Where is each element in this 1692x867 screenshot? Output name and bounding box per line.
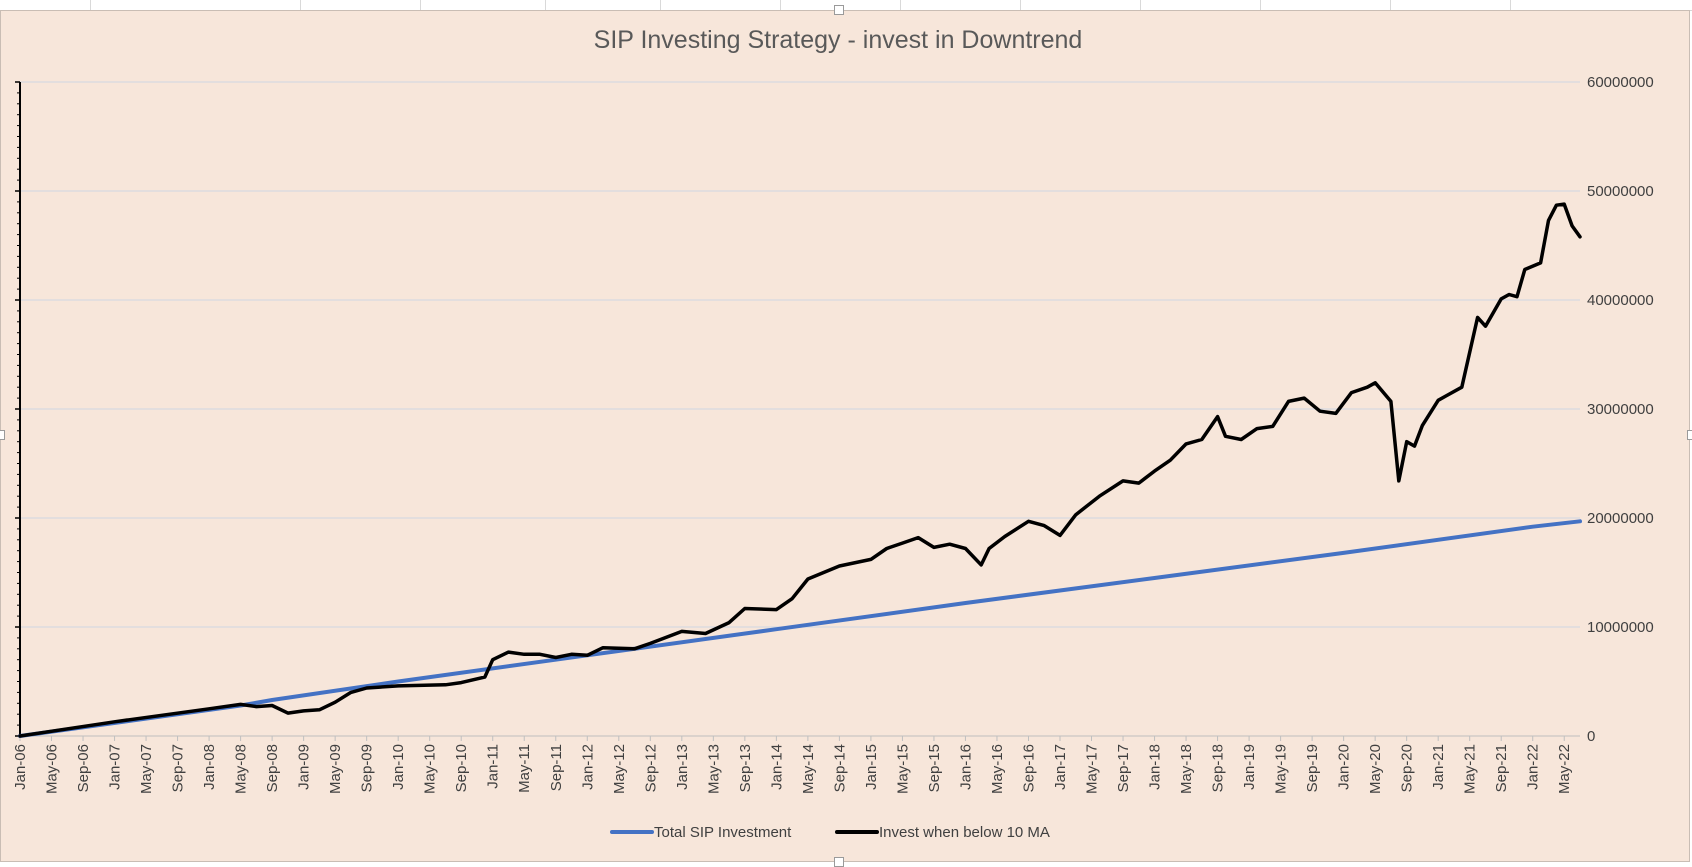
x-tick-label: Jan-20 <box>1336 744 1353 790</box>
y-tick-label: 0 <box>1587 728 1595 745</box>
x-tick-label: May-16 <box>989 744 1006 794</box>
x-tick-label: Jan-19 <box>1241 744 1258 790</box>
x-tick-label: May-19 <box>1273 744 1290 794</box>
x-tick-label: May-09 <box>327 744 344 794</box>
y-tick-label: 60000000 <box>1587 74 1654 91</box>
legend: Total SIP Investment Invest when below 10… <box>610 824 1050 841</box>
x-tick-label: Sep-13 <box>737 744 754 792</box>
x-tick-label: Jan-13 <box>674 744 691 790</box>
x-tick-label: May-12 <box>611 744 628 794</box>
resize-handle-bottom[interactable] <box>834 857 844 867</box>
x-tick-label: Jan-18 <box>1147 744 1164 790</box>
x-tick-label: Sep-09 <box>359 744 376 792</box>
x-tick-label: Jan-15 <box>863 744 880 790</box>
gridlines <box>20 81 1580 628</box>
x-tick-label: May-06 <box>44 744 61 794</box>
y-tick-label: 40000000 <box>1587 292 1654 309</box>
chart-title: SIP Investing Strategy - invest in Downt… <box>594 26 1083 54</box>
x-tick-label: Jan-14 <box>768 744 785 790</box>
x-tick-label: Sep-21 <box>1493 744 1510 792</box>
x-tick-label: May-18 <box>1178 744 1195 794</box>
x-tick-label: Sep-20 <box>1399 744 1416 792</box>
resize-handle-left[interactable] <box>0 430 5 440</box>
x-tick-label: Sep-17 <box>1115 744 1132 792</box>
x-tick-label: May-10 <box>422 744 439 794</box>
series-lines <box>18 202 1582 738</box>
x-tick-label: Jan-07 <box>107 744 124 790</box>
x-tick-label: Jan-11 <box>485 744 502 789</box>
x-tick-label: Jan-16 <box>957 744 974 790</box>
total-sip-investment-line <box>18 519 1582 738</box>
x-tick-label: May-07 <box>138 744 155 794</box>
x-tick-label: May-15 <box>894 744 911 794</box>
x-tick-label: Sep-19 <box>1304 744 1321 792</box>
x-tick-label: May-14 <box>800 744 817 794</box>
x-tick-label: May-13 <box>705 744 722 794</box>
x-tick-label: Jan-08 <box>201 744 218 790</box>
x-tick-label: Jan-17 <box>1052 744 1069 790</box>
chart-area[interactable] <box>0 10 1690 862</box>
x-tick-label: Jan-09 <box>296 744 313 790</box>
x-tick-label: Jan-21 <box>1430 744 1447 790</box>
x-tick-label: Sep-15 <box>926 744 943 792</box>
x-tick-label: May-11 <box>516 744 533 793</box>
x-tick-label: Jan-06 <box>12 744 29 790</box>
legend-label: Invest when below 10 MA <box>879 824 1050 841</box>
y-tick-label: 50000000 <box>1587 183 1654 200</box>
x-tick-label: May-21 <box>1462 744 1479 794</box>
x-tick-label: Sep-08 <box>264 744 281 792</box>
x-tick-label: Sep-18 <box>1210 744 1227 792</box>
x-tick-label: May-17 <box>1084 744 1101 794</box>
legend-label: Total SIP Investment <box>654 824 792 841</box>
x-tick-label: May-22 <box>1556 744 1573 794</box>
x-tick-label: Jan-12 <box>579 744 596 790</box>
invest-below-10ma-line <box>18 202 1582 738</box>
line-chart: SIP Investing Strategy - invest in Downt… <box>12 26 1654 841</box>
x-tick-label: Jan-10 <box>390 744 407 790</box>
y-tick-label: 20000000 <box>1587 510 1654 527</box>
x-tick-label: May-20 <box>1367 744 1384 794</box>
x-tick-label: May-08 <box>233 744 250 794</box>
resize-handle-top[interactable] <box>834 5 844 15</box>
x-tick-label: Sep-12 <box>642 744 659 792</box>
x-tick-label: Sep-06 <box>75 744 92 792</box>
x-tick-label: Jan-22 <box>1525 744 1542 790</box>
y-tick-label: 30000000 <box>1587 401 1654 418</box>
x-tick-label: Sep-11 <box>548 744 565 791</box>
x-tick-label: Sep-07 <box>170 744 187 792</box>
y-tick-label: 10000000 <box>1587 619 1654 636</box>
x-tick-label: Sep-16 <box>1020 744 1037 792</box>
resize-handle-right[interactable] <box>1687 430 1692 440</box>
x-tick-label: Sep-14 <box>831 744 848 792</box>
axes: 0 10000000 20000000 30000000 40000000 5000000… <box>12 74 1654 794</box>
x-tick-label: Sep-10 <box>453 744 470 792</box>
